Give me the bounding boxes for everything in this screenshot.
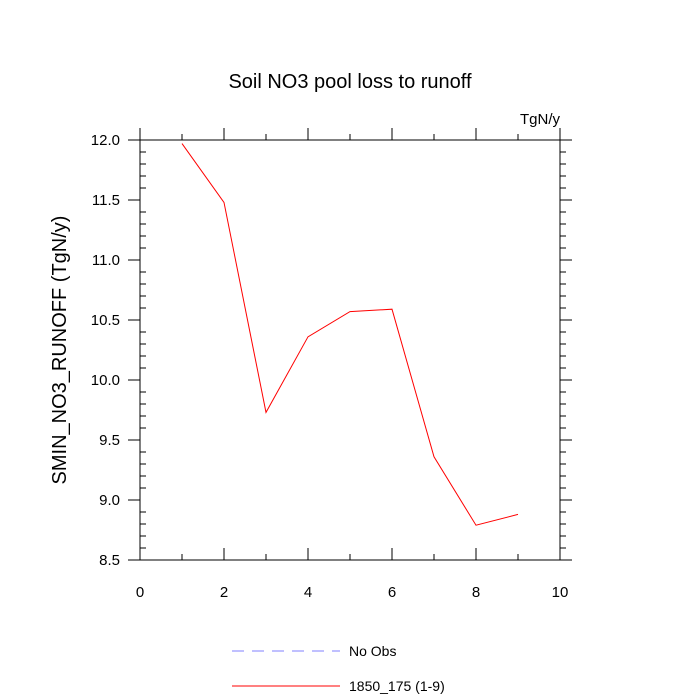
y-tick-label: 8.5 (99, 552, 120, 569)
series-layer (181, 143, 519, 526)
x-tick-label: 4 (304, 584, 312, 601)
y-tick-label: 11.0 (92, 252, 120, 269)
legend-label-1850-175: 1850_175 (1-9) (349, 678, 445, 694)
x-tick-label: 2 (220, 584, 228, 601)
y-tick-labels: 8.5 9.0 9.5 10.0 10.5 11.0 11.5 12.0 (91, 132, 120, 569)
axis-ticks (128, 128, 572, 561)
y-tick-label: 10.0 (91, 372, 120, 389)
x-tick-label: 6 (388, 584, 396, 601)
units-label: TgN/y (520, 111, 561, 128)
x-tick-label: 8 (472, 584, 480, 601)
legend-label-no-obs: No Obs (349, 643, 396, 659)
legend: No Obs 1850_175 (1-9) (232, 643, 445, 694)
x-tick-labels: 0 2 4 6 8 10 (136, 584, 569, 601)
plot-frame (139, 139, 561, 561)
y-tick-label: 9.5 (99, 432, 120, 449)
y-tick-label: 11.5 (92, 192, 120, 209)
y-axis-label: SMIN_NO3_RUNOFF (TgN/y) (49, 216, 71, 485)
y-tick-label: 10.5 (91, 312, 120, 329)
x-tick-label: 10 (552, 584, 569, 601)
series-line-1 (181, 143, 519, 526)
y-tick-label: 12.0 (91, 132, 120, 149)
chart-title: Soil NO3 pool loss to runoff (228, 71, 472, 93)
x-tick-label: 0 (136, 584, 144, 601)
y-tick-label: 9.0 (99, 492, 120, 509)
